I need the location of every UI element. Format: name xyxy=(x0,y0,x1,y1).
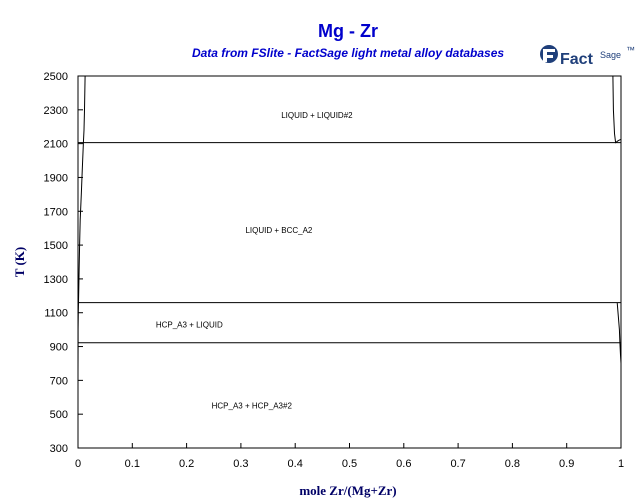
y-tick-label: 1500 xyxy=(44,240,68,252)
plot-area: 0 0.1 0.2 0.3 0.4 0.5 0.6 0.7 0.8 0.9 130050070090… xyxy=(44,71,625,470)
phase-boundary-6 xyxy=(616,302,622,364)
y-tick-label: 1700 xyxy=(44,206,68,218)
y-tick-label: 2500 xyxy=(44,71,68,83)
x-tick-label: 0.8 xyxy=(505,458,520,470)
logo-sup-text: Sage xyxy=(600,50,621,60)
y-tick-label: 2100 xyxy=(44,139,68,151)
region-label: HCP_A3 + HCP_A3#2 xyxy=(212,402,293,411)
phase-boundary-5 xyxy=(612,75,622,144)
phase-boundary-4 xyxy=(77,75,86,372)
x-tick-label: 0.7 xyxy=(450,458,465,470)
factsage-logo: Fact Sage ™ xyxy=(540,45,635,68)
y-tick-label: 1900 xyxy=(44,172,68,184)
x-tick-label: 0 xyxy=(75,458,81,470)
y-axis-label: T (K) xyxy=(12,247,27,277)
x-tick-label: 0.5 xyxy=(342,458,357,470)
x-tick-label: 0.2 xyxy=(179,458,194,470)
x-tick-label: 0.1 xyxy=(125,458,140,470)
y-tick-label: 2300 xyxy=(44,105,68,117)
x-tick-label: 0.3 xyxy=(233,458,248,470)
x-tick-label: 0.4 xyxy=(288,458,303,470)
region-label: LIQUID + LIQUID#2 xyxy=(281,111,353,120)
x-axis-label: mole Zr/(Mg+Zr) xyxy=(299,483,396,498)
region-label: LIQUID + BCC_A2 xyxy=(245,226,312,235)
logo-emblem-cut-icon xyxy=(543,49,555,62)
y-tick-label: 1300 xyxy=(44,274,68,286)
logo-main-text: Fact xyxy=(560,51,594,68)
y-tick-label: 1100 xyxy=(44,308,68,320)
chart-subtitle: Data from FSlite - FactSage light metal … xyxy=(192,46,504,60)
x-tick-label: 1 xyxy=(618,458,624,470)
y-tick-label: 300 xyxy=(50,443,68,455)
x-tick-label: 0.9 xyxy=(559,458,574,470)
y-tick-label: 900 xyxy=(50,342,68,354)
logo-emblem-icon xyxy=(540,45,558,63)
plot-frame xyxy=(77,75,622,449)
chart-title: Mg - Zr xyxy=(318,21,378,41)
y-tick-label: 500 xyxy=(50,409,68,421)
y-tick-label: 700 xyxy=(50,375,68,387)
region-label: HCP_A3 + LIQUID xyxy=(156,321,223,330)
logo-tm-text: ™ xyxy=(626,45,635,55)
x-tick-label: 0.6 xyxy=(396,458,411,470)
